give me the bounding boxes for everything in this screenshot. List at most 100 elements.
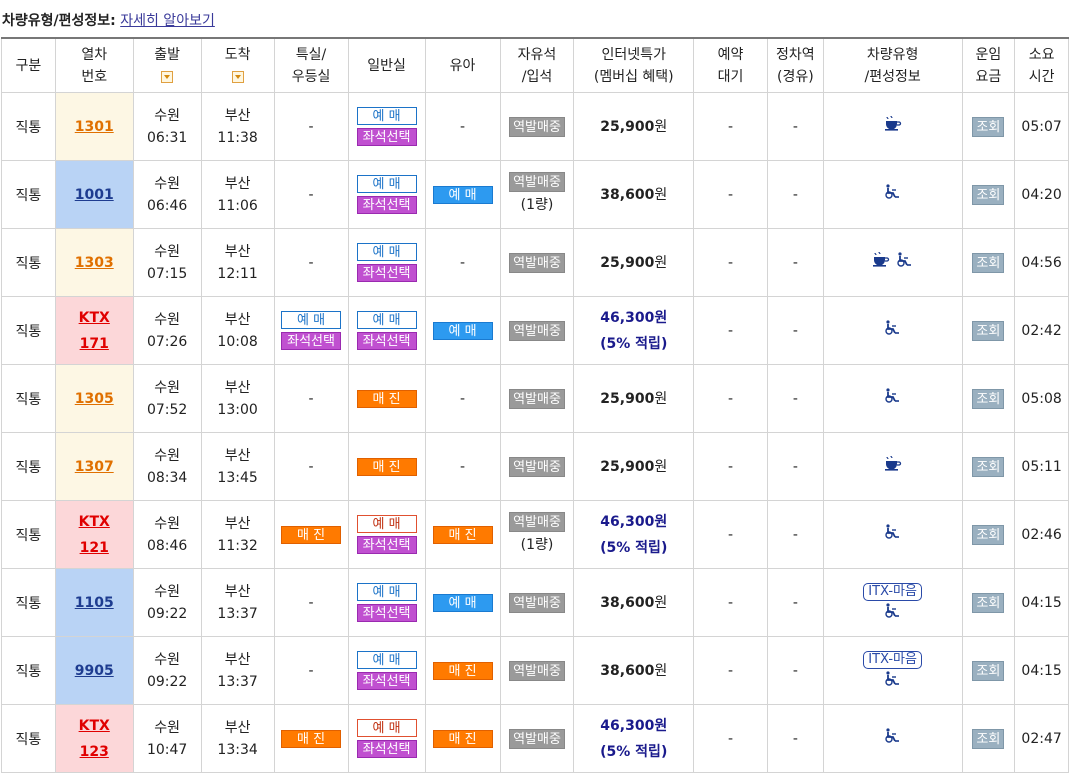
sort-down-icon[interactable]	[231, 70, 244, 83]
train-number-link[interactable]: 123	[79, 743, 109, 760]
general-seat-select-button[interactable]: 좌석선택	[356, 672, 417, 690]
general-seat-select-button[interactable]: 좌석선택	[356, 264, 417, 282]
general-seat-select-button[interactable]: 좌석선택	[356, 604, 417, 622]
wheelchair-icon	[884, 387, 902, 410]
departure-cell: 수원 06:31	[132, 92, 202, 161]
fare-cell: 조회	[961, 364, 1016, 433]
vehicle-type-cell: ITX-마음	[822, 636, 963, 705]
infant-cell: 매 진	[424, 704, 501, 773]
train-number-link[interactable]: 1305	[74, 390, 114, 407]
general-reserve-button[interactable]: 예 매	[356, 311, 417, 329]
header-train-no: 열차 번호	[54, 37, 134, 93]
price-value: 25,900	[600, 390, 655, 407]
train-number-cell[interactable]: KTX 121	[54, 500, 134, 569]
fare-query-button[interactable]: 조회	[972, 252, 1005, 273]
infant-reserve-button[interactable]: 예 매	[432, 185, 493, 204]
train-number-cell[interactable]: 1305	[54, 364, 134, 433]
infant-reserve-button[interactable]: 예 매	[432, 593, 493, 612]
fare-query-button[interactable]: 조회	[972, 592, 1005, 613]
empty-dash: -	[459, 254, 466, 271]
special-seat-select-button[interactable]: 좌석선택	[281, 332, 342, 350]
fare-query-button[interactable]: 조회	[972, 184, 1005, 205]
fare-query-button[interactable]: 조회	[972, 524, 1005, 545]
header-departure[interactable]: 출발	[132, 37, 202, 93]
header-general: 일반실	[347, 37, 426, 93]
vehicle-type-cell: ITX-마음	[822, 568, 963, 637]
fare-query-button[interactable]: 조회	[972, 456, 1005, 477]
infant-reserve-button[interactable]: 예 매	[432, 321, 493, 340]
vehicle-type-cell	[822, 92, 963, 161]
general-seat-select-button[interactable]: 좌석선택	[356, 740, 417, 758]
price-value: 46,300	[600, 513, 655, 530]
general-seat-select-button[interactable]: 좌석선택	[356, 536, 417, 554]
train-type[interactable]: KTX	[78, 309, 110, 326]
train-type[interactable]: KTX	[78, 513, 110, 530]
departure-cell: 수원 07:52	[132, 364, 202, 433]
duration-cell: 05:11	[1014, 432, 1069, 501]
header-duration: 소요 시간	[1014, 37, 1069, 93]
train-number-link[interactable]: 1307	[74, 458, 114, 475]
header-arrival[interactable]: 도착	[200, 37, 275, 93]
infant-cell: 예 매	[424, 160, 501, 229]
fare-query-button[interactable]: 조회	[972, 728, 1005, 749]
general-seat-select-button[interactable]: 좌석선택	[356, 128, 417, 146]
division-cell: 직통	[1, 364, 56, 433]
cafe-car-icon	[884, 455, 902, 478]
details-link[interactable]: 자세히 알아보기	[120, 13, 215, 29]
train-number-cell[interactable]: 1105	[54, 568, 134, 637]
special-reserve-button[interactable]: 예 매	[281, 311, 342, 329]
general-reserve-button[interactable]: 예 매	[356, 175, 417, 193]
general-seat-select-button[interactable]: 좌석선택	[356, 332, 417, 350]
train-number-link[interactable]: 171	[79, 335, 109, 352]
waitlist-cell: -	[693, 364, 768, 433]
fare-query-button[interactable]: 조회	[972, 388, 1005, 409]
train-type[interactable]: KTX	[78, 717, 110, 734]
train-number-link[interactable]: 9905	[74, 662, 114, 679]
fare-query-button[interactable]: 조회	[972, 116, 1005, 137]
fare-query-button[interactable]: 조회	[972, 660, 1005, 681]
fare-cell: 조회	[961, 636, 1016, 705]
train-number-cell[interactable]: 1303	[54, 228, 134, 297]
train-number-link[interactable]: 1105	[74, 594, 114, 611]
sort-down-icon[interactable]	[161, 70, 174, 83]
fare-query-button[interactable]: 조회	[972, 320, 1005, 341]
header-infant: 유아	[424, 37, 501, 93]
duration-cell: 04:20	[1014, 160, 1069, 229]
general-seat-select-button[interactable]: 좌석선택	[356, 196, 417, 214]
internet-price-cell: 25,900원	[573, 432, 695, 501]
train-number-cell[interactable]: KTX 171	[54, 296, 134, 365]
itx-maeum-badge: ITX-마음	[863, 651, 922, 669]
general-reserve-button[interactable]: 예 매	[356, 243, 417, 261]
train-number-link[interactable]: 121	[79, 539, 109, 556]
internet-price-cell: 25,900원	[573, 228, 695, 297]
price-won: 원	[654, 513, 668, 530]
empty-dash: -	[459, 118, 466, 135]
infant-cell: -	[424, 364, 501, 433]
division-cell: 직통	[1, 568, 56, 637]
vehicle-info-line: 차량유형/편성정보: 자세히 알아보기	[2, 10, 215, 30]
train-number-cell[interactable]: 1307	[54, 432, 134, 501]
train-number-link[interactable]: 1001	[74, 186, 114, 203]
price-value: 38,600	[600, 594, 655, 611]
general-reserve-button[interactable]: 예 매	[356, 583, 417, 601]
empty-dash: -	[459, 458, 466, 475]
general-reserve-button[interactable]: 예 매	[356, 515, 417, 533]
train-number-cell[interactable]: KTX 123	[54, 704, 134, 773]
general-reserve-button[interactable]: 예 매	[356, 651, 417, 669]
train-number-cell[interactable]: 9905	[54, 636, 134, 705]
fare-cell: 조회	[961, 92, 1016, 161]
table-row: 직통 KTX 121 수원 08:46 부산 11:32 매 진 예 매 좌석선택 매 진 역발매중 (…	[1, 500, 1069, 569]
train-number-link[interactable]: 1301	[74, 118, 114, 135]
special-class-cell: -	[273, 568, 349, 637]
general-reserve-button[interactable]: 예 매	[356, 719, 417, 737]
train-number-link[interactable]: 1303	[74, 254, 114, 271]
infant-cell: 예 매	[424, 296, 501, 365]
duration-cell: 04:15	[1014, 636, 1069, 705]
empty-dash: -	[308, 390, 314, 407]
general-reserve-button[interactable]: 예 매	[356, 107, 417, 125]
train-number-cell[interactable]: 1301	[54, 92, 134, 161]
train-number-cell[interactable]: 1001	[54, 160, 134, 229]
